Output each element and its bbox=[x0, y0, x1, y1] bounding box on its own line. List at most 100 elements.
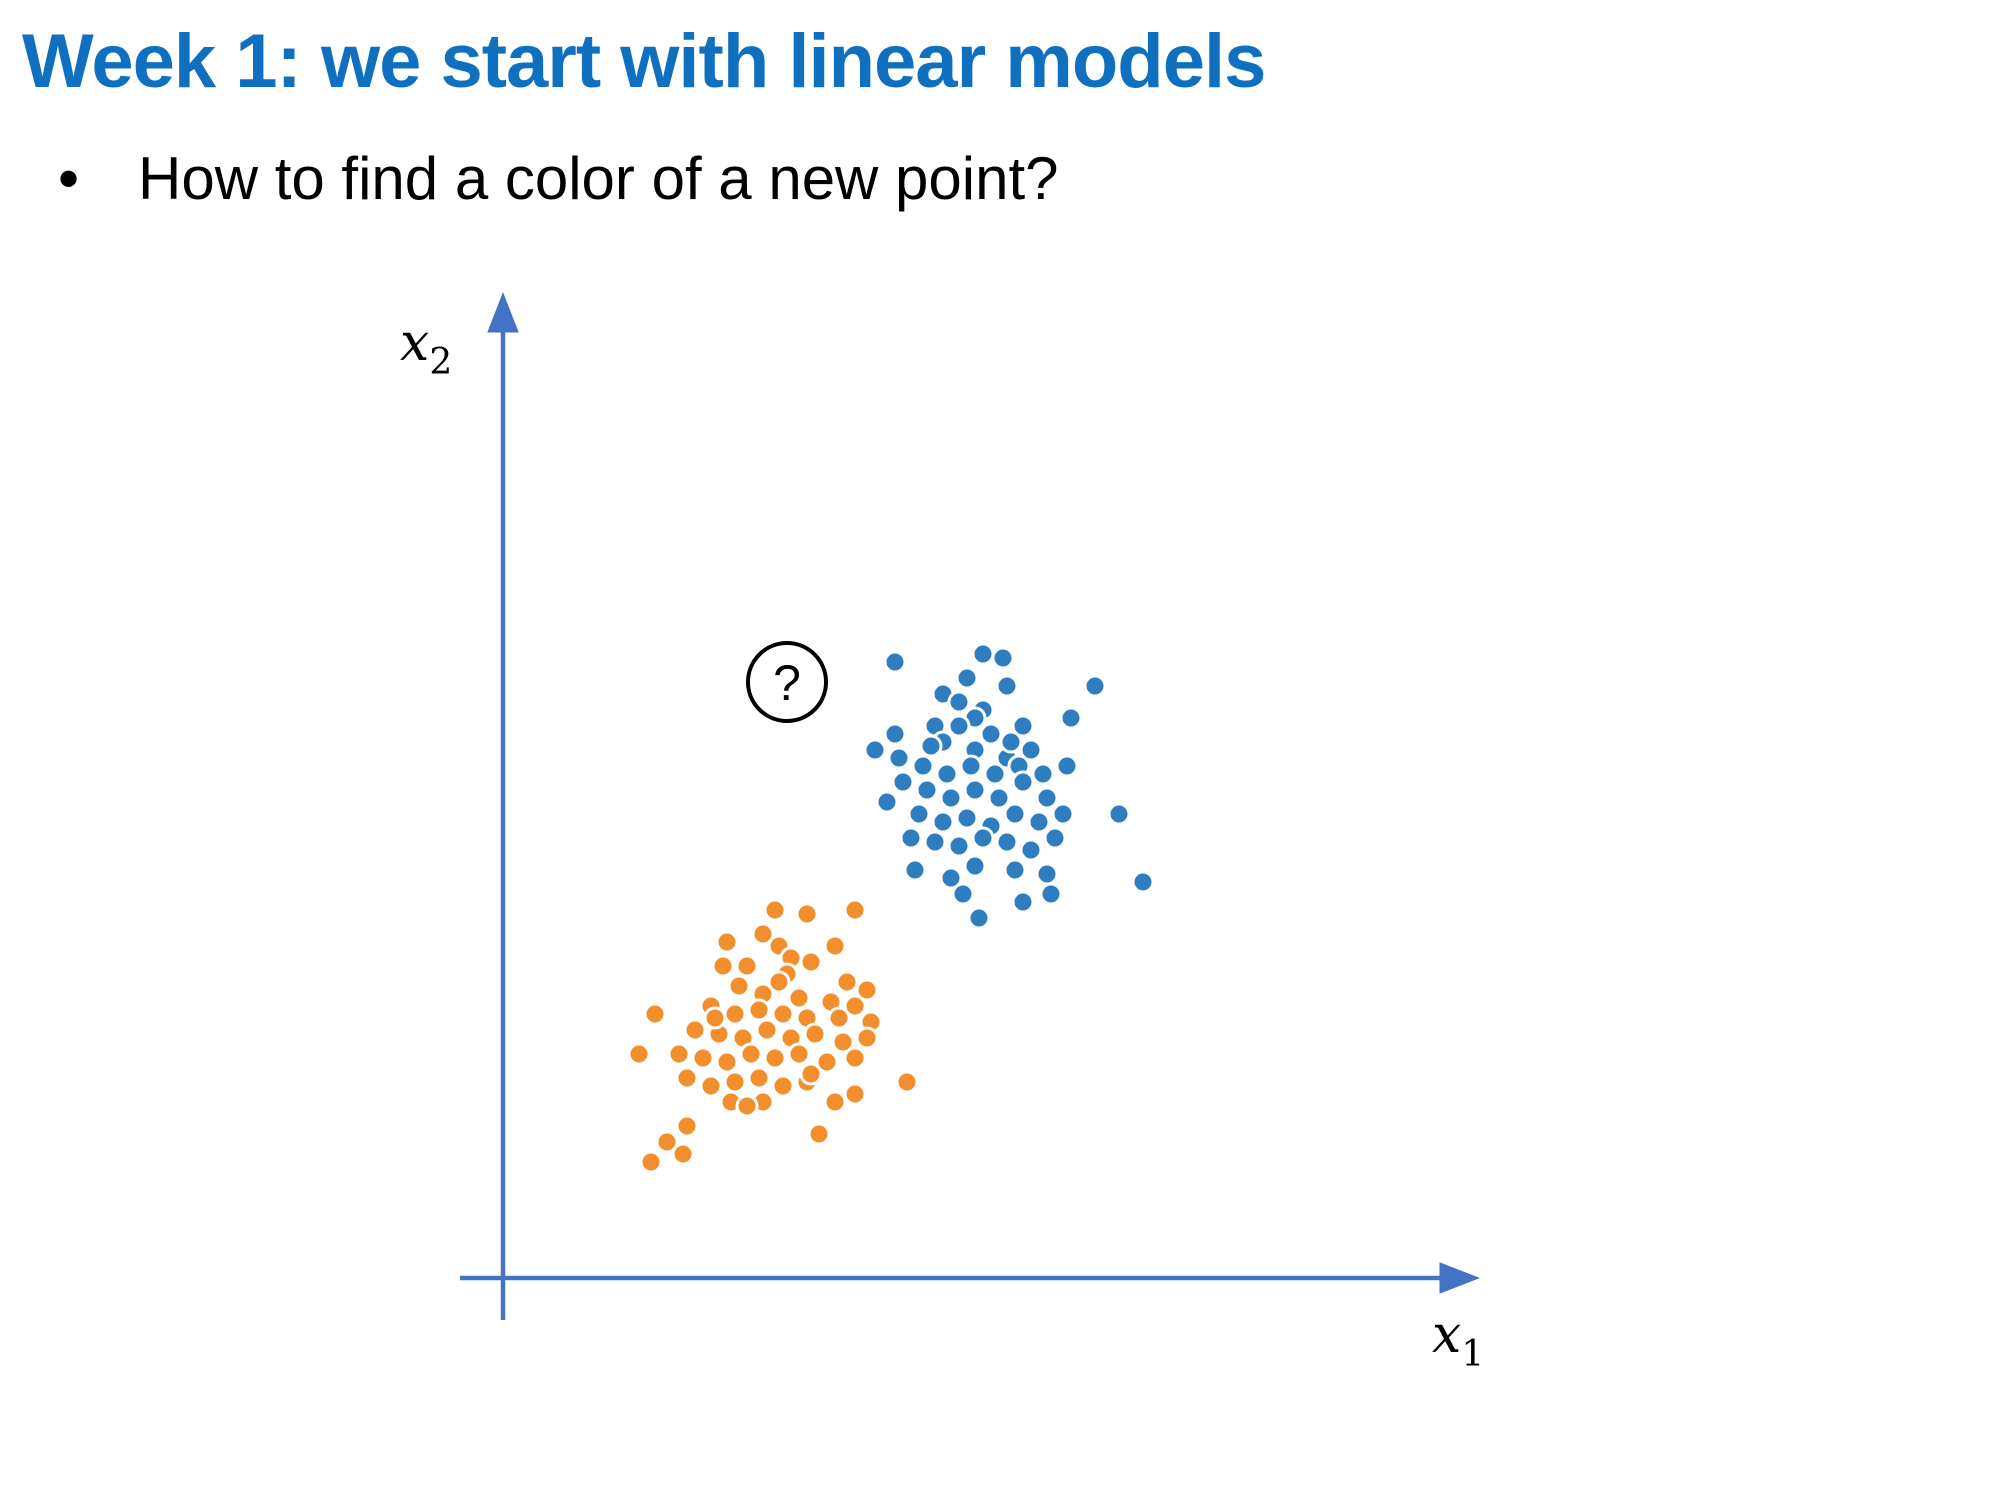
data-point bbox=[1035, 862, 1059, 886]
slide-title: Week 1: we start with linear models bbox=[22, 19, 1266, 104]
data-point bbox=[1003, 802, 1027, 826]
data-point bbox=[903, 858, 927, 882]
data-point bbox=[951, 882, 975, 906]
data-point bbox=[767, 970, 791, 994]
data-point bbox=[799, 1062, 823, 1086]
data-point bbox=[675, 1114, 699, 1138]
data-point bbox=[735, 954, 759, 978]
data-point bbox=[959, 754, 983, 778]
data-point bbox=[803, 1022, 827, 1046]
data-point bbox=[1011, 714, 1035, 738]
data-point bbox=[931, 810, 955, 834]
data-point bbox=[963, 854, 987, 878]
data-point bbox=[863, 738, 887, 762]
data-point bbox=[1039, 882, 1063, 906]
data-point bbox=[1019, 738, 1043, 762]
data-point bbox=[739, 1042, 763, 1066]
query-point-circle bbox=[746, 641, 828, 723]
data-point bbox=[855, 1026, 879, 1050]
data-points bbox=[627, 642, 1155, 1174]
data-point bbox=[1035, 786, 1059, 810]
data-point bbox=[923, 830, 947, 854]
data-point bbox=[843, 994, 867, 1018]
data-point bbox=[911, 754, 935, 778]
data-point bbox=[723, 1070, 747, 1094]
data-point bbox=[671, 1142, 695, 1166]
data-point bbox=[711, 954, 735, 978]
data-point bbox=[843, 898, 867, 922]
data-point bbox=[787, 986, 811, 1010]
data-point bbox=[907, 802, 931, 826]
data-point bbox=[971, 642, 995, 666]
data-point bbox=[883, 722, 907, 746]
data-point bbox=[1003, 858, 1027, 882]
data-point bbox=[747, 1066, 771, 1090]
series-0 bbox=[863, 642, 1155, 930]
y-axis-label-subscript: 2 bbox=[429, 342, 452, 383]
data-point bbox=[831, 1030, 855, 1054]
data-point bbox=[1083, 674, 1107, 698]
x-axis-label: x1 bbox=[1432, 1305, 1484, 1375]
data-point bbox=[843, 1082, 867, 1106]
data-point bbox=[999, 730, 1023, 754]
data-point bbox=[667, 1042, 691, 1066]
data-point bbox=[935, 762, 959, 786]
data-point bbox=[835, 970, 859, 994]
data-point bbox=[987, 786, 1011, 810]
data-point bbox=[799, 950, 823, 974]
data-point bbox=[883, 650, 907, 674]
data-point bbox=[947, 834, 971, 858]
data-point bbox=[747, 998, 771, 1022]
data-point bbox=[1107, 802, 1131, 826]
data-point bbox=[771, 1074, 795, 1098]
data-point bbox=[655, 1130, 679, 1154]
data-point bbox=[627, 1042, 651, 1066]
data-point bbox=[887, 746, 911, 770]
data-point bbox=[691, 1046, 715, 1070]
series-1 bbox=[627, 898, 919, 1174]
data-point bbox=[827, 1006, 851, 1030]
x-axis-label-subscript: 1 bbox=[1461, 1334, 1484, 1375]
data-point bbox=[815, 1050, 839, 1074]
data-point bbox=[1011, 890, 1035, 914]
data-point bbox=[915, 778, 939, 802]
data-point bbox=[1027, 810, 1051, 834]
data-point bbox=[939, 866, 963, 890]
data-point bbox=[699, 1074, 723, 1098]
data-point bbox=[1031, 762, 1055, 786]
data-point bbox=[955, 666, 979, 690]
data-point bbox=[891, 770, 915, 794]
data-point bbox=[971, 826, 995, 850]
data-point bbox=[947, 714, 971, 738]
data-point bbox=[919, 734, 943, 758]
query-point: ? bbox=[746, 641, 828, 723]
data-point bbox=[843, 1046, 867, 1070]
data-point bbox=[991, 646, 1015, 670]
data-point bbox=[875, 790, 899, 814]
data-point bbox=[727, 974, 751, 998]
data-point bbox=[947, 690, 971, 714]
data-point bbox=[735, 1094, 759, 1118]
data-point bbox=[643, 1002, 667, 1026]
data-point bbox=[823, 1090, 847, 1114]
data-point bbox=[983, 762, 1007, 786]
data-point bbox=[995, 674, 1019, 698]
data-point bbox=[967, 906, 991, 930]
data-point bbox=[639, 1150, 663, 1174]
data-point bbox=[979, 722, 1003, 746]
data-point bbox=[995, 830, 1019, 854]
bullet-item: • How to find a color of a new point? bbox=[58, 144, 1059, 213]
data-point bbox=[823, 934, 847, 958]
data-point bbox=[675, 1066, 699, 1090]
data-point bbox=[795, 902, 819, 926]
data-point bbox=[855, 978, 879, 1002]
data-point bbox=[1051, 802, 1075, 826]
bullet-text: How to find a color of a new point? bbox=[138, 145, 1059, 212]
bullet-dot-icon: • bbox=[58, 145, 80, 212]
query-point-label: ? bbox=[773, 655, 801, 711]
data-point bbox=[1019, 838, 1043, 862]
data-point bbox=[963, 778, 987, 802]
data-point bbox=[715, 1050, 739, 1074]
y-axis-label: x2 bbox=[400, 313, 452, 383]
